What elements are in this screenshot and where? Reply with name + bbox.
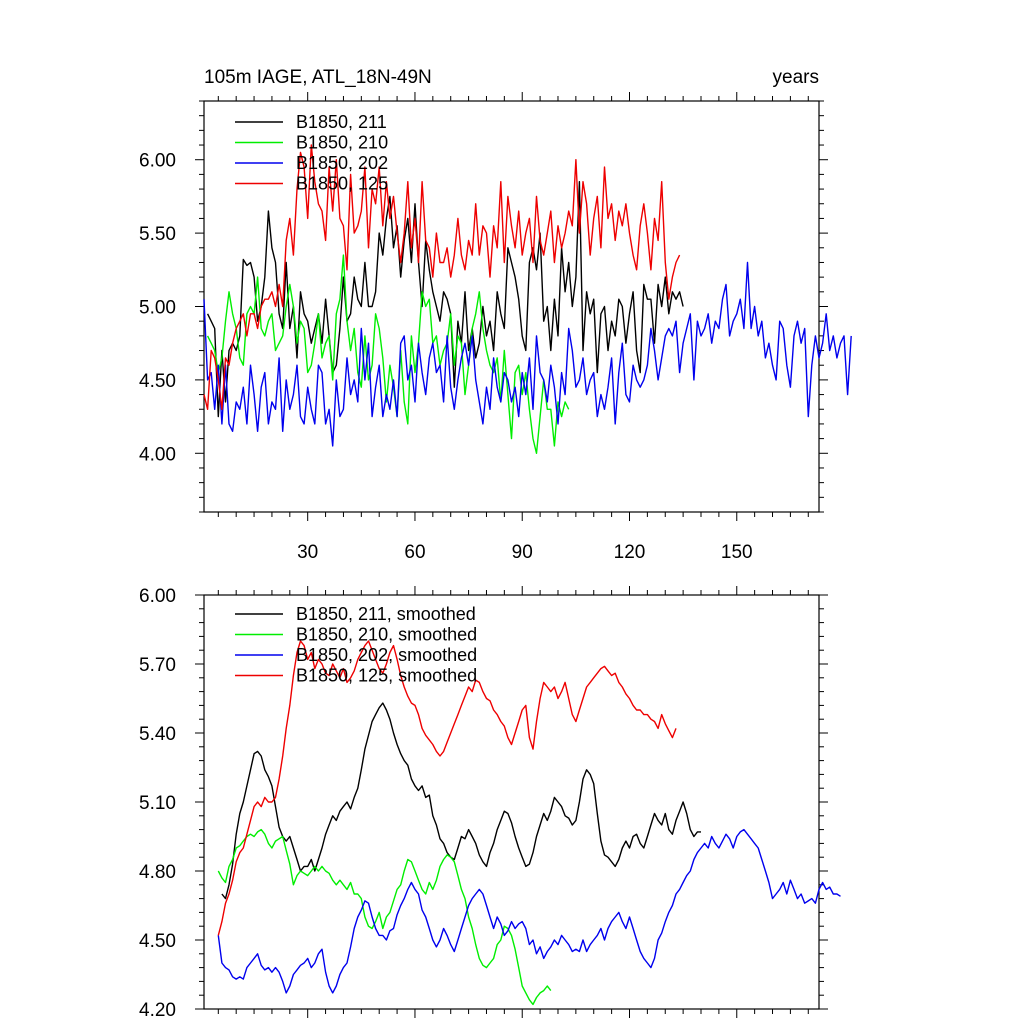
y-tick-label: 4.20 xyxy=(139,1000,176,1021)
legend-label: B1850, 202, smoothed xyxy=(296,645,477,665)
y-tick-label: 4.00 xyxy=(139,444,176,465)
y-tick-label: 4.50 xyxy=(139,931,176,952)
y-tick-label: 5.50 xyxy=(139,224,176,245)
series-line-b1850-210 xyxy=(217,828,552,1006)
legend-item: B1850, 125, smoothed xyxy=(235,666,477,686)
x-tick-label: 30 xyxy=(297,542,318,563)
series-line-b1850-202 xyxy=(203,261,852,447)
y-tick-label: 6.00 xyxy=(139,151,176,172)
series-line-b1850-125 xyxy=(217,640,677,936)
legend-item: B1850, 202 xyxy=(235,153,388,173)
legend-item: B1850, 210 xyxy=(235,133,388,153)
top-axis-ticks: 30 60 90 120 150 4.00 4.50 5.00 5.50 6.00 xyxy=(139,92,828,563)
bottom-axis-ticks: 4.20 4.50 4.80 5.10 5.40 5.70 6.00 xyxy=(139,586,828,1021)
series-line-b1850-210 xyxy=(206,254,570,454)
series-line-b1850-211 xyxy=(206,180,684,418)
legend-item: B1850, 202, smoothed xyxy=(235,645,477,665)
series-line-b1850-211 xyxy=(221,702,701,900)
x-tick-label: 150 xyxy=(721,542,753,563)
x-tick-label: 60 xyxy=(404,542,425,563)
y-tick-label: 5.40 xyxy=(139,724,176,745)
legend-label: B1850, 211, smoothed xyxy=(296,604,476,624)
y-tick-label: 5.00 xyxy=(139,298,176,319)
series-line-b1850-125 xyxy=(203,144,681,410)
legend-label: B1850, 210, smoothed xyxy=(296,625,477,645)
x-unit-label: years xyxy=(773,67,819,88)
legend-label: B1850, 202 xyxy=(296,153,388,173)
series-line-b1850-202 xyxy=(217,828,841,994)
legend-item: B1850, 125 xyxy=(235,174,388,194)
y-tick-label: 4.80 xyxy=(139,862,176,883)
y-tick-label: 5.10 xyxy=(139,793,176,814)
y-tick-label: 6.00 xyxy=(139,586,176,607)
legend-label: B1850, 210 xyxy=(296,133,388,153)
chart-title: 105m IAGE, ATL_18N-49N xyxy=(204,67,432,88)
legend-label: B1850, 211 xyxy=(296,112,387,132)
top-series-group xyxy=(203,144,852,454)
y-tick-label: 4.50 xyxy=(139,371,176,392)
legend-item: B1850, 210, smoothed xyxy=(235,625,477,645)
legend-item: B1850, 211, smoothed xyxy=(235,604,476,624)
legend-label: B1850, 125 xyxy=(296,174,388,194)
y-tick-label: 5.70 xyxy=(139,655,176,676)
x-tick-label: 120 xyxy=(614,542,646,563)
bottom-series-group xyxy=(217,640,841,1006)
legend-item: B1850, 211 xyxy=(235,112,387,132)
x-tick-label: 90 xyxy=(512,542,533,563)
legend-label: B1850, 125, smoothed xyxy=(296,666,477,686)
